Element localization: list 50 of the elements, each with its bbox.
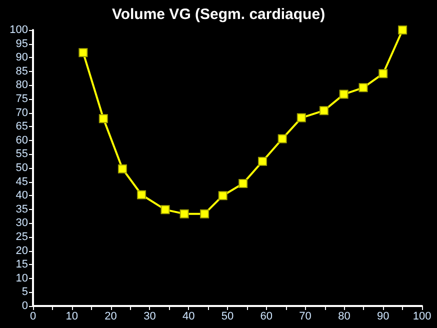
point <box>118 164 127 174</box>
y-tick-label: 10 <box>16 272 28 284</box>
point <box>258 156 268 166</box>
x-tick-label: 60 <box>260 310 273 322</box>
y-tick-label: 100 <box>10 24 28 36</box>
point <box>180 209 189 218</box>
y-tick-label: 25 <box>16 231 28 243</box>
y-tick-label: 85 <box>16 65 28 78</box>
x-tick-label: 50 <box>221 310 234 322</box>
point <box>319 106 328 116</box>
y-tick-label: 80 <box>16 79 28 92</box>
x-tick-label: 30 <box>144 310 156 322</box>
point <box>218 191 228 200</box>
point <box>78 48 88 58</box>
y-tick-label: 65 <box>16 120 28 133</box>
y-tick-label: 5 <box>22 286 28 298</box>
y-tick-label: 55 <box>16 148 28 160</box>
y-tick-label: 70 <box>16 106 28 119</box>
x-tick-label: 100 <box>412 310 432 322</box>
y-tick-label: 95 <box>16 38 28 50</box>
y-tick-label: 20 <box>16 244 28 257</box>
point <box>137 190 146 200</box>
point <box>339 90 348 99</box>
y-tick-label: 40 <box>16 190 28 202</box>
point <box>238 178 248 188</box>
point <box>296 113 306 122</box>
chart-title: Volume VG (Segm. cardiaque) <box>112 6 326 23</box>
x-tick-label: 70 <box>299 310 312 322</box>
point <box>200 209 210 218</box>
y-tick-label: 50 <box>16 162 28 174</box>
point <box>398 26 408 34</box>
y-tick-label: 60 <box>16 134 28 146</box>
point <box>378 69 388 78</box>
point <box>160 205 170 214</box>
y-tick-label: 45 <box>16 176 28 188</box>
x-tick-label: 80 <box>338 310 350 322</box>
y-tick-label: 35 <box>16 203 28 216</box>
x-tick-label: 0 <box>30 310 36 322</box>
point <box>278 134 287 144</box>
y-tick-label: 0 <box>22 300 28 312</box>
y-tick-label: 90 <box>16 52 28 64</box>
point <box>98 114 108 124</box>
x-tick-label: 40 <box>182 310 195 322</box>
x-tick-label: 10 <box>66 310 78 322</box>
y-tick-label: 75 <box>16 93 28 105</box>
y-tick-label: 30 <box>16 217 28 230</box>
y-tick-label: 15 <box>16 258 28 271</box>
x-tick-label: 20 <box>104 310 117 322</box>
point <box>358 83 368 92</box>
x-tick-label: 90 <box>376 310 390 322</box>
